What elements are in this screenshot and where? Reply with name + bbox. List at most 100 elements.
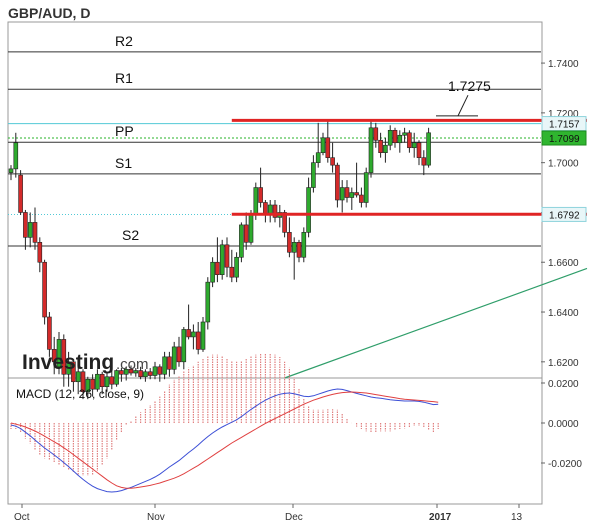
candle-down [359,194,364,203]
time-tick-label: Oct [14,512,30,523]
chart-overlays: 1.7275 [231,78,588,379]
candle-up [339,187,345,201]
candle-down [407,132,412,149]
candle-up [13,142,19,170]
candle-up [234,256,239,278]
candle-up [171,346,177,370]
pivot-label-s2: S2 [122,227,139,243]
candle-down [80,371,86,392]
time-tick-label: 2017 [429,512,452,523]
candle-up [383,144,388,153]
candle-up [75,371,81,383]
candle-down [109,376,115,385]
candle-down [195,331,201,350]
watermark-brand: Investing [22,351,114,374]
candle-down [282,212,287,233]
candle-down [37,242,43,263]
macd-tick-label: -0.0200 [548,459,582,470]
candle-up [66,361,71,375]
candle-down [42,261,47,318]
candle-up [426,132,431,166]
candle-down [186,329,191,338]
candle-down [51,349,57,363]
price-badge [541,130,587,146]
candle-down [330,157,335,166]
candle-up [85,378,91,392]
annotation-pointer [457,94,469,117]
candle-down [32,222,38,243]
price-badge-label: 1.6792 [549,210,580,221]
candle-up [397,134,403,144]
candle-up [8,168,14,173]
candle-down [258,187,263,203]
candle-down [18,174,23,213]
candle-up [387,129,393,146]
macd-tick-label: 0.0200 [548,379,579,390]
candle-up [56,339,62,368]
price-tick-label: 1.6600 [548,258,579,269]
candle-down [392,129,398,144]
candle-up [239,224,244,258]
candle-up [152,366,158,376]
candle-down [335,164,340,201]
candle-down [378,139,383,153]
candle-down [99,373,105,388]
macd-tick-label: 0.0000 [548,419,579,430]
annotation-label: 1.7275 [448,78,491,94]
macd-line [10,388,439,493]
candle-down [119,370,124,375]
candle-down [167,356,172,370]
time-axis: Oct Nov Dec 2017 13 [14,504,523,523]
investing-watermark: Investing .com [22,351,149,374]
price-badge [541,206,587,222]
time-tick-label: Dec [285,512,303,523]
candle-down [176,346,182,363]
candle-up [123,368,129,375]
candle-up [363,172,369,203]
candle-up [349,192,355,198]
candle-down [344,187,350,198]
price-tick-label: 1.7400 [548,59,579,70]
time-tick-label: Nov [147,512,165,523]
candle-up [402,132,407,136]
candle-up [104,376,110,388]
candle-down [90,378,95,390]
candle-down [373,127,379,141]
candle-down [23,212,28,238]
macd-indicator: MACD (12, 26, close, 9) 0.0200 0.0000 -0.02… [10,353,582,493]
price-badge-label: 1.7157 [549,120,580,131]
candle-down [138,370,143,378]
candle-up [311,162,316,188]
candle-up [162,356,167,375]
candle-up [210,261,215,283]
pivot-label-r2: R2 [115,33,133,49]
candle-up [27,222,33,238]
candle-down [157,366,163,375]
candle-down [128,368,134,374]
candle-up [291,242,297,253]
candle-down [71,361,76,383]
candle-down [147,371,153,376]
chart-title: GBP/AUD, D [8,5,91,21]
pivot-levels: R2 R1 PP S1 S2 [8,33,541,247]
price-badge-label: 1.7099 [549,134,580,145]
candle-up [320,137,326,153]
candle-up [181,329,187,363]
candle-up [248,214,254,243]
candle-down [243,224,249,243]
candle-down [272,204,278,218]
candle-down [215,261,220,275]
price-tick-label: 1.7000 [548,159,579,170]
candle-down [354,192,359,196]
price-tick-label: 1.6200 [548,358,579,369]
candle-up [200,321,206,350]
candle-up [205,281,211,323]
pivot-label-r1: R1 [115,70,133,86]
watermark-domain: .com [116,356,149,373]
pivot-label-s1: S1 [115,155,132,171]
candle-down [229,266,235,278]
pivot-label-pp: PP [115,123,134,139]
macd-label: MACD (12, 26, close, 9) [16,387,144,401]
candle-up [306,187,311,233]
candle-up [368,127,374,173]
